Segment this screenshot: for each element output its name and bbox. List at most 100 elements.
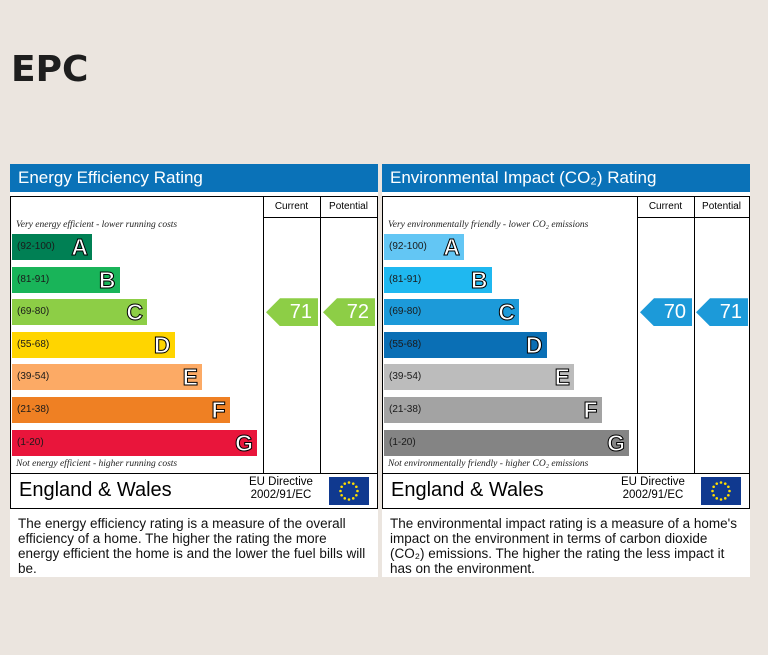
eu-star — [723, 482, 727, 485]
header-divider — [263, 217, 377, 218]
band-range-label: (92-100) — [17, 241, 55, 252]
top-note: Very energy efficient - lower running co… — [16, 220, 178, 230]
band-range-label: (21-38) — [389, 404, 422, 415]
column-divider — [320, 197, 321, 473]
rating-band-f: (21-38) F — [12, 397, 230, 424]
band-letter-label: B — [98, 266, 116, 293]
band-range-label: (21-38) — [17, 404, 50, 415]
eu-directive: EU Directive 2002/91/EC — [621, 476, 685, 502]
region-label: England & Wales — [391, 479, 544, 501]
band-range-label: (39-54) — [17, 371, 50, 383]
eu-star — [356, 489, 359, 493]
description: The energy efficiency rating is a measur… — [18, 516, 366, 576]
bottom-note: Not environmentally friendly - higher CO… — [388, 459, 589, 469]
region-footer: England & Wales EU Directive 2002/91/EC — [10, 473, 378, 509]
rating-band-b: (81-91) B — [384, 266, 492, 293]
band-letter-label: G — [235, 429, 254, 456]
eu-star — [355, 493, 358, 497]
eu-star — [351, 497, 355, 500]
rating-band-a: (92-100) A — [12, 234, 92, 261]
eu-star — [712, 485, 715, 489]
band-letter-label: E — [554, 364, 570, 391]
eu-star — [355, 485, 358, 489]
eu-star — [347, 481, 351, 484]
eu-directive: EU Directive 2002/91/EC — [249, 476, 313, 502]
region-label: England & Wales — [19, 479, 172, 501]
eu-star — [712, 493, 715, 497]
rating-band-f: (21-38) F — [384, 397, 602, 424]
band-range-label: (69-80) — [17, 306, 50, 318]
eu-flag-icon — [329, 477, 369, 505]
column-divider — [694, 197, 695, 473]
eu-star — [340, 485, 343, 489]
rating-band-g: (1-20) G — [384, 429, 629, 456]
current-rating-arrow: 70 — [640, 298, 692, 327]
potential-rating-arrow: 71 — [696, 298, 748, 327]
eu-star — [719, 481, 723, 484]
region-footer: England & Wales EU Directive 2002/91/EC — [382, 473, 750, 509]
eu-star — [339, 489, 342, 493]
band-letter-label: E — [182, 364, 198, 391]
band-range-label: (92-100) — [389, 241, 427, 252]
eu-star — [711, 489, 714, 493]
band-range-label: (55-68) — [17, 338, 50, 350]
eu-star — [347, 498, 351, 501]
energy-efficiency-panel: Energy Efficiency Rating Current Potenti… — [10, 164, 378, 577]
potential-column-header: Potential — [329, 201, 368, 212]
directive-line-1: EU Directive — [249, 476, 313, 488]
rating-grid: Current Potential Very energy efficient … — [10, 196, 378, 474]
eu-star — [343, 482, 347, 485]
band-letter-label: F — [211, 397, 226, 424]
directive-line-1: EU Directive — [621, 476, 685, 488]
rating-band-b: (81-91) B — [12, 266, 120, 293]
band-letter-label: C — [126, 299, 144, 326]
band-letter-label: G — [607, 429, 626, 456]
top-note: Very environmentally friendly - lower CO… — [388, 220, 589, 230]
column-divider — [637, 197, 638, 473]
eu-star — [715, 482, 719, 485]
rating-band-d: (55-68) D — [12, 331, 175, 358]
page-title: EPC — [11, 49, 89, 90]
band-range-label: (39-54) — [389, 371, 422, 383]
current-rating-arrow: 71 — [266, 298, 318, 327]
band-letter-label: A — [443, 234, 461, 261]
environmental-impact-panel: Environmental Impact (CO₂) Rating Curren… — [382, 164, 750, 577]
rating-band-c: (69-80) C — [12, 299, 147, 326]
band-range-label: (1-20) — [389, 436, 416, 448]
eu-star — [715, 497, 719, 500]
rating-band-a: (92-100) A — [384, 234, 464, 261]
rating-band-c: (69-80) C — [384, 299, 519, 326]
band-range-label: (81-91) — [389, 273, 422, 285]
current-column-header: Current — [648, 201, 683, 212]
eu-star — [728, 489, 731, 493]
band-letter-label: F — [583, 397, 598, 424]
eu-star — [340, 493, 343, 497]
rating-band-g: (1-20) G — [12, 429, 257, 456]
eu-star — [723, 497, 727, 500]
band-letter-label: D — [525, 331, 543, 358]
directive-line-2: 2002/91/EC — [622, 489, 684, 501]
band-letter-label: D — [153, 331, 171, 358]
band-range-label: (1-20) — [17, 436, 44, 448]
eu-star — [727, 485, 730, 489]
eu-star — [719, 498, 723, 501]
header-divider — [637, 217, 749, 218]
rating-grid: Current Potential Very environmentally f… — [382, 196, 750, 474]
rating-band-d: (55-68) D — [384, 331, 547, 358]
eu-star — [351, 482, 355, 485]
band-letter-label: B — [470, 266, 488, 293]
bottom-note: Not energy efficient - higher running co… — [16, 459, 178, 469]
directive-line-2: 2002/91/EC — [250, 489, 312, 501]
column-divider — [263, 197, 264, 473]
band-letter-label: A — [71, 234, 89, 261]
panel-title: Energy Efficiency Rating — [10, 164, 378, 192]
eu-star — [727, 493, 730, 497]
band-letter-label: C — [498, 299, 516, 326]
band-range-label: (69-80) — [389, 306, 422, 318]
rating-band-e: (39-54) E — [384, 364, 574, 391]
potential-rating-arrow: 72 — [323, 298, 375, 327]
current-column-header: Current — [274, 201, 309, 212]
band-range-label: (55-68) — [389, 338, 422, 350]
panel-title: Environmental Impact (CO₂) Rating — [382, 164, 750, 192]
rating-band-e: (39-54) E — [12, 364, 202, 391]
